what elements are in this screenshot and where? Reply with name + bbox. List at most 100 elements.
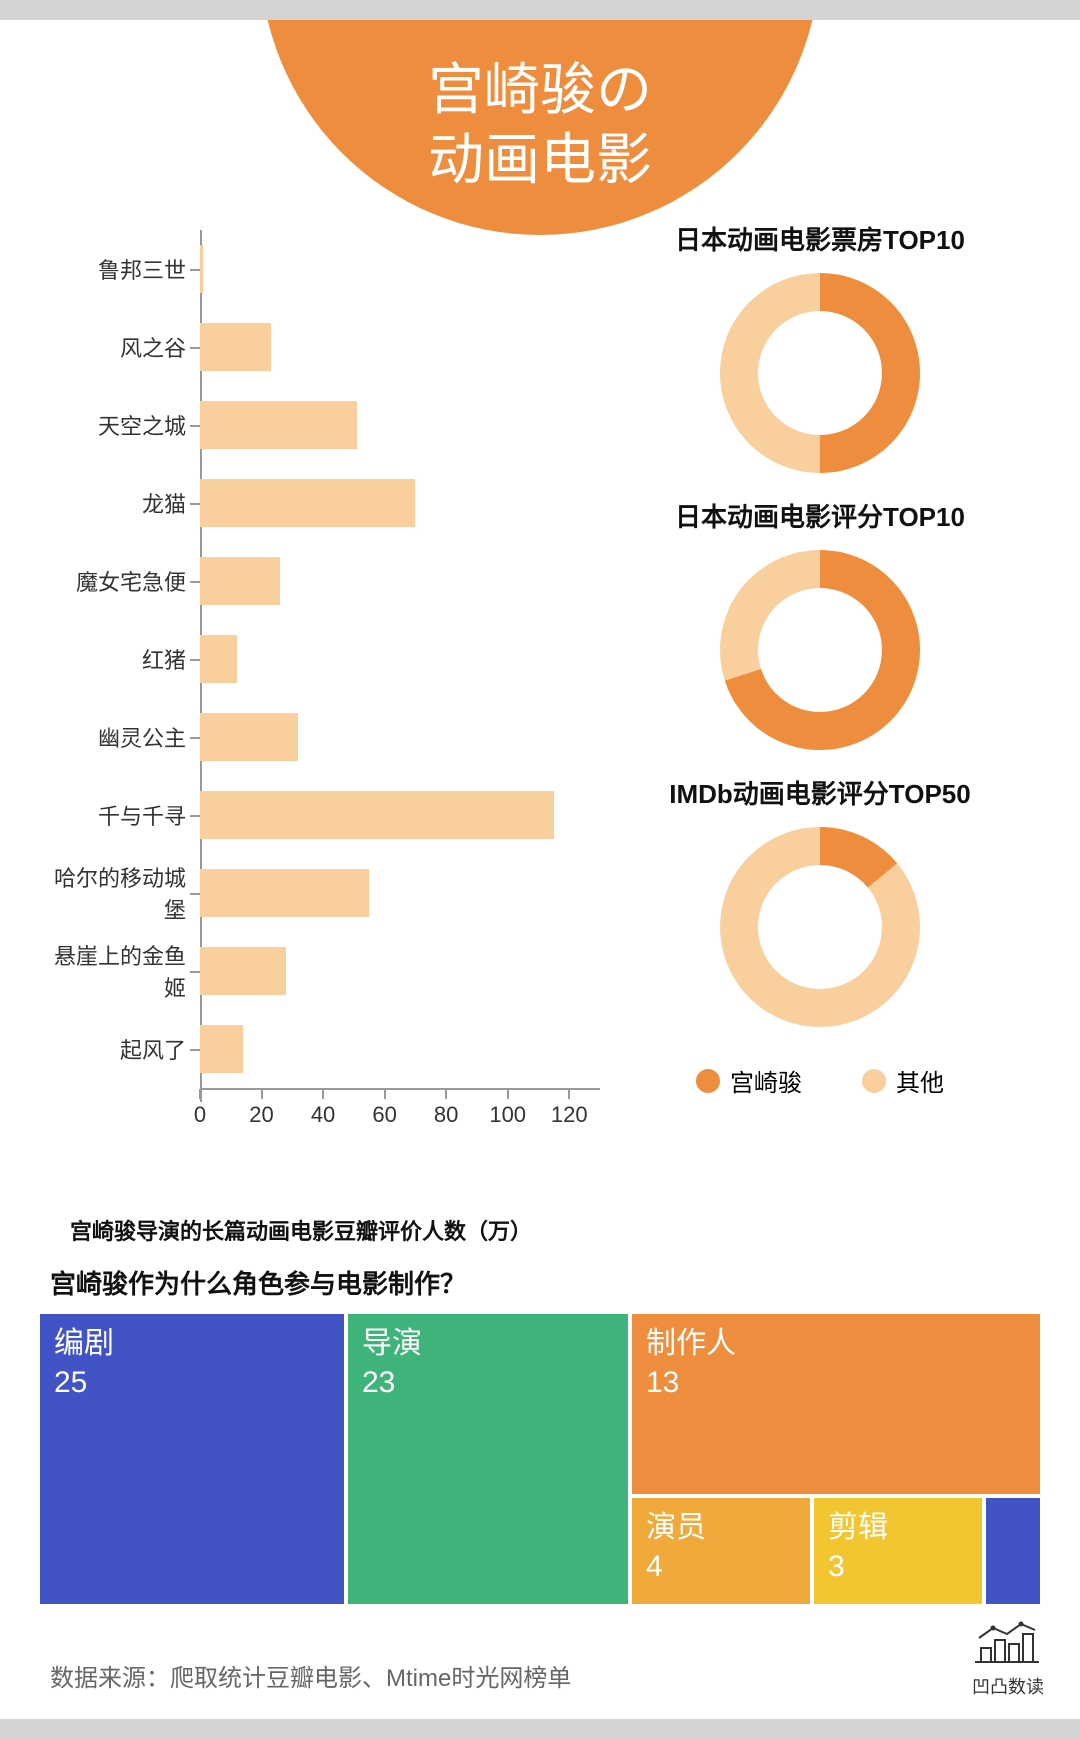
legend-swatch-primary [696, 1069, 720, 1093]
bar-rect [200, 245, 203, 293]
bar-row: 哈尔的移动城堡 [40, 854, 600, 932]
bar-area [200, 698, 600, 776]
bar-chart-caption: 宫崎骏导演的长篇动画电影豆瓣评价人数（万） [40, 1214, 600, 1246]
bar-row: 悬崖上的金鱼姬 [40, 932, 600, 1010]
treemap-cell: 演员4 [632, 1498, 810, 1604]
bar-chart: 鲁邦三世 风之谷 天空之城 龙猫 魔女宅急便 红猪 幽灵公主 千与千寻 哈尔的移… [40, 230, 600, 1246]
bar-area [200, 230, 600, 308]
title-line-2: 动画电影 [428, 128, 652, 191]
bar-area [200, 854, 600, 932]
bar-rect [200, 479, 415, 527]
bar-tick-label: 40 [311, 1102, 335, 1132]
legend-item-primary: 宫崎骏 [696, 1063, 802, 1098]
bar-rect [200, 635, 237, 683]
bar-row: 风之谷 [40, 308, 600, 386]
header-arc: 宫崎骏の 动画电影 [260, 20, 820, 235]
bar-tick-label: 20 [249, 1102, 273, 1132]
bar-area [200, 1010, 600, 1088]
bar-label: 起风了 [40, 1033, 200, 1065]
bar-area [200, 542, 600, 620]
bar-tick-label: 0 [194, 1102, 206, 1132]
bar-rect [200, 713, 298, 761]
bar-label: 哈尔的移动城堡 [40, 861, 200, 925]
treemap-cell-value: 23 [362, 1363, 614, 1402]
chart-logo-icon [973, 1620, 1043, 1666]
data-source-footer: 数据来源：爬取统计豆瓣电影、Mtime时光网榜单 [50, 1658, 571, 1693]
legend-item-secondary: 其他 [862, 1063, 944, 1098]
bar-area [200, 308, 600, 386]
bar-area [200, 932, 600, 1010]
bar-rows-container: 鲁邦三世 风之谷 天空之城 龙猫 魔女宅急便 红猪 幽灵公主 千与千寻 哈尔的移… [40, 230, 600, 1088]
donut-title: IMDb动画电影评分TOP50 [669, 774, 970, 811]
treemap-cell [986, 1498, 1040, 1604]
bar-label: 魔女宅急便 [40, 565, 200, 597]
treemap-cell: 制作人13 [632, 1314, 1040, 1494]
bar-tick-label: 60 [372, 1102, 396, 1132]
bar-area [200, 620, 600, 698]
bar-row: 千与千寻 [40, 776, 600, 854]
treemap-cell: 编剧25 [40, 1314, 344, 1604]
bar-label: 龙猫 [40, 487, 200, 519]
bar-rect [200, 1025, 243, 1073]
treemap-cell-label: 制作人 [646, 1327, 736, 1360]
bar-row: 红猪 [40, 620, 600, 698]
treemap-cell-value: 4 [646, 1547, 796, 1586]
bar-label: 千与千寻 [40, 799, 200, 831]
bar-label: 悬崖上的金鱼姬 [40, 939, 200, 1003]
treemap-cell-value: 25 [54, 1363, 330, 1402]
bar-rect [200, 557, 280, 605]
treemap-cell-value: 3 [828, 1547, 968, 1586]
bar-x-axis: 020406080100120 [200, 1088, 600, 1128]
bar-label: 风之谷 [40, 331, 200, 363]
bar-label: 天空之城 [40, 409, 200, 441]
treemap: 编剧25导演23制作人13演员4剪辑3 [40, 1314, 1040, 1604]
donut-block: IMDb动画电影评分TOP50 [669, 774, 970, 1031]
bar-area [200, 776, 600, 854]
bar-tick-label: 80 [434, 1102, 458, 1132]
bar-rect [200, 323, 271, 371]
treemap-title: 宫崎骏作为什么角色参与电影制作？ [50, 1264, 466, 1301]
title-line-1: 宫崎骏の [428, 58, 652, 121]
treemap-cell: 剪辑3 [814, 1498, 982, 1604]
bar-row: 龙猫 [40, 464, 600, 542]
brand-logo: 凹凸数读 [972, 1620, 1044, 1699]
bar-rect [200, 869, 369, 917]
bar-tick-label: 100 [489, 1102, 526, 1132]
page-title: 宫崎骏の 动画电影 [428, 55, 652, 195]
legend-swatch-secondary [862, 1069, 886, 1093]
donut-svg [716, 823, 924, 1031]
brand-name: 凹凸数读 [972, 1673, 1044, 1699]
donut-charts: 日本动画电影票房TOP10 日本动画电影评分TOP10 IMDb动画电影评分TOP5… [610, 220, 1030, 1098]
donut-svg [716, 269, 924, 477]
treemap-cell-label: 导演 [362, 1327, 422, 1360]
bar-rect [200, 947, 286, 995]
treemap-cell-value: 13 [646, 1363, 1026, 1402]
legend-label-secondary: 其他 [896, 1063, 944, 1098]
bar-row: 鲁邦三世 [40, 230, 600, 308]
bar-row: 起风了 [40, 1010, 600, 1088]
donut-legend: 宫崎骏 其他 [696, 1063, 944, 1098]
treemap-cell-label: 编剧 [54, 1327, 114, 1360]
donut-title: 日本动画电影评分TOP10 [669, 497, 970, 534]
donut-container: 日本动画电影票房TOP10 日本动画电影评分TOP10 IMDb动画电影评分TOP5… [669, 220, 970, 1051]
bar-row: 魔女宅急便 [40, 542, 600, 620]
bar-row: 天空之城 [40, 386, 600, 464]
donut-svg [716, 546, 924, 754]
bar-label: 鲁邦三世 [40, 253, 200, 285]
donut-block: 日本动画电影评分TOP10 [669, 497, 970, 754]
treemap-cell: 导演23 [348, 1314, 628, 1604]
bar-label: 幽灵公主 [40, 721, 200, 753]
legend-label-primary: 宫崎骏 [730, 1063, 802, 1098]
infographic-page: 宫崎骏の 动画电影 鲁邦三世 风之谷 天空之城 龙猫 魔女宅急便 红猪 幽灵公主… [0, 20, 1080, 1719]
bar-label: 红猪 [40, 643, 200, 675]
bar-rect [200, 791, 554, 839]
bar-rect [200, 401, 357, 449]
bar-area [200, 386, 600, 464]
bar-row: 幽灵公主 [40, 698, 600, 776]
treemap-cell-label: 演员 [646, 1511, 706, 1544]
donut-title: 日本动画电影票房TOP10 [669, 220, 970, 257]
bar-area [200, 464, 600, 542]
donut-block: 日本动画电影票房TOP10 [669, 220, 970, 477]
treemap-cell-label: 剪辑 [828, 1511, 888, 1544]
bar-tick-label: 120 [551, 1102, 588, 1132]
